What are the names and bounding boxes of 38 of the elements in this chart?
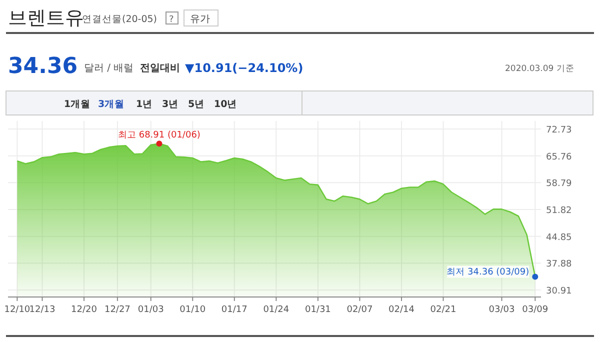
x-tick-label: 01/10: [180, 305, 206, 315]
text: ?: [169, 15, 174, 25]
text: 달러 / 배럴: [84, 63, 134, 74]
x-tick-label: 02/14: [388, 305, 415, 315]
text: 유가: [190, 14, 210, 25]
y-tick-label: 65.76: [546, 152, 572, 162]
text: 3년: [162, 99, 179, 110]
chart-subtitle: 연결선물(20-05): [82, 14, 158, 25]
annotation: 최고 68.91 (01/06): [118, 130, 200, 141]
x-tick-label: 12/13: [29, 305, 56, 315]
text: 전일대비: [140, 63, 180, 74]
x-tick-label: 12/27: [104, 305, 130, 315]
text: 1개월: [64, 99, 91, 110]
x-tick-label: 12/10: [4, 305, 30, 315]
x-tick-label: 01/31: [304, 305, 331, 315]
y-tick-label: 37.88: [546, 260, 572, 270]
x-tick-label: 01/03: [138, 305, 164, 315]
x-tick-label: 02/21: [430, 305, 456, 315]
text: 1년: [136, 99, 153, 110]
x-tick-label: 01/17: [221, 305, 248, 315]
x-tick-label: 02/07: [346, 305, 373, 315]
text: 3개월: [98, 99, 125, 110]
text: 2020.03.09 기준: [505, 64, 574, 74]
text: 34.36: [8, 54, 78, 79]
y-tick-label: 72.73: [546, 125, 572, 136]
x-tick-label: 03/03: [488, 305, 515, 315]
text: ▼10.91(−24.10%): [185, 61, 304, 75]
annotation: 최저 34.36 (03/09): [446, 268, 530, 278]
x-tick-label: 12/20: [71, 305, 98, 315]
chart-title: 브렌트유: [8, 7, 84, 29]
x-tick-label: 01/24: [263, 305, 290, 315]
y-tick-label: 30.91: [546, 286, 572, 297]
y-tick-label: 58.79: [546, 179, 572, 190]
y-tick-label: 51.82: [546, 206, 572, 216]
text: 5년: [188, 99, 205, 110]
y-tick-label: 44.85: [546, 232, 572, 243]
x-tick-label: 03/09: [522, 305, 548, 315]
text: 10년: [214, 99, 238, 110]
